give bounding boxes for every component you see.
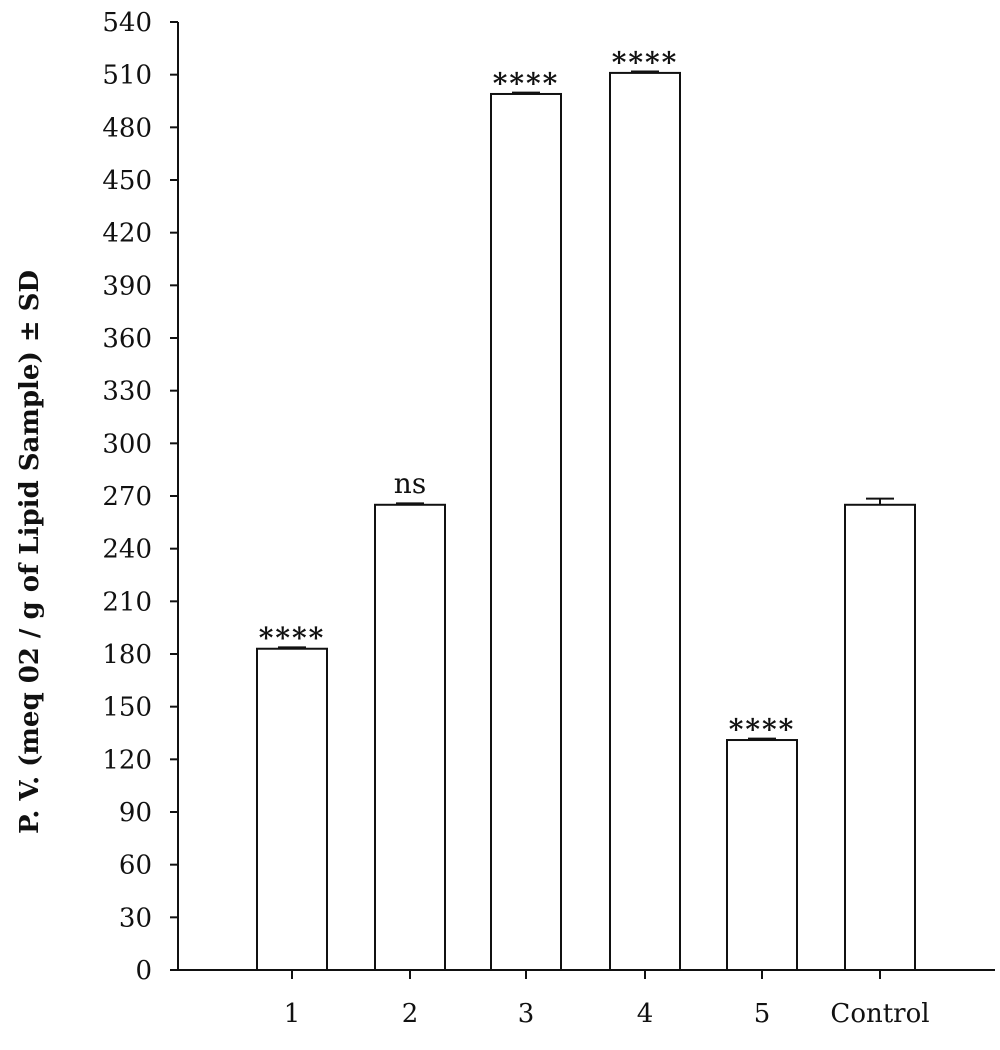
- x-tick-label: 5: [754, 999, 771, 1029]
- significance-stars: ****: [259, 622, 326, 655]
- significance-annotations: **** ns **** **** ****: [259, 46, 796, 746]
- y-tick-label: 120: [102, 745, 152, 775]
- y-tick-label: 480: [102, 113, 152, 143]
- y-tick-label: 90: [119, 798, 152, 828]
- x-tick-label: 4: [637, 999, 654, 1029]
- bar: [490, 92, 562, 971]
- y-tick-label: 60: [119, 851, 152, 881]
- bar: [844, 503, 916, 971]
- x-tick-label: 3: [518, 999, 535, 1029]
- y-tick-label: 30: [119, 903, 152, 933]
- y-tick-label: 0: [135, 956, 152, 986]
- significance-stars: ****: [612, 46, 679, 79]
- y-tick-label: 180: [102, 640, 152, 670]
- y-tick-label: 360: [102, 324, 152, 354]
- y-tick-label: 510: [102, 61, 152, 91]
- y-axis: 0 30 60 90 120 150 180 210 240 270 300 330 360 390 420…: [102, 8, 179, 986]
- bar: [374, 503, 446, 971]
- y-tick-label: 420: [102, 219, 152, 249]
- y-tick-label: 270: [102, 482, 152, 512]
- bar: [609, 71, 681, 971]
- significance-stars: ****: [493, 67, 560, 100]
- x-axis: 1 2 3 4 5 Control: [178, 969, 995, 1029]
- significance-ns: ns: [394, 467, 426, 500]
- y-tick-label: 330: [102, 377, 152, 407]
- y-tick-label: 300: [102, 429, 152, 459]
- bars: [256, 70, 916, 971]
- bar: [726, 739, 798, 971]
- y-tick-label: 210: [102, 587, 152, 617]
- x-tick-label: 1: [284, 999, 301, 1029]
- y-tick-label: 540: [102, 8, 152, 38]
- bar: [256, 647, 328, 971]
- y-tick-label: 450: [102, 166, 152, 196]
- y-tick-label: 240: [102, 535, 152, 565]
- x-tick-label: 2: [402, 999, 419, 1029]
- x-tick-label: Control: [830, 999, 929, 1029]
- y-tick-label: 150: [102, 693, 152, 723]
- y-tick-label: 390: [102, 271, 152, 301]
- significance-stars: ****: [729, 713, 796, 746]
- y-axis-label: P. V. (meq 02 / g of Lipid Sample) ± SD: [15, 270, 45, 834]
